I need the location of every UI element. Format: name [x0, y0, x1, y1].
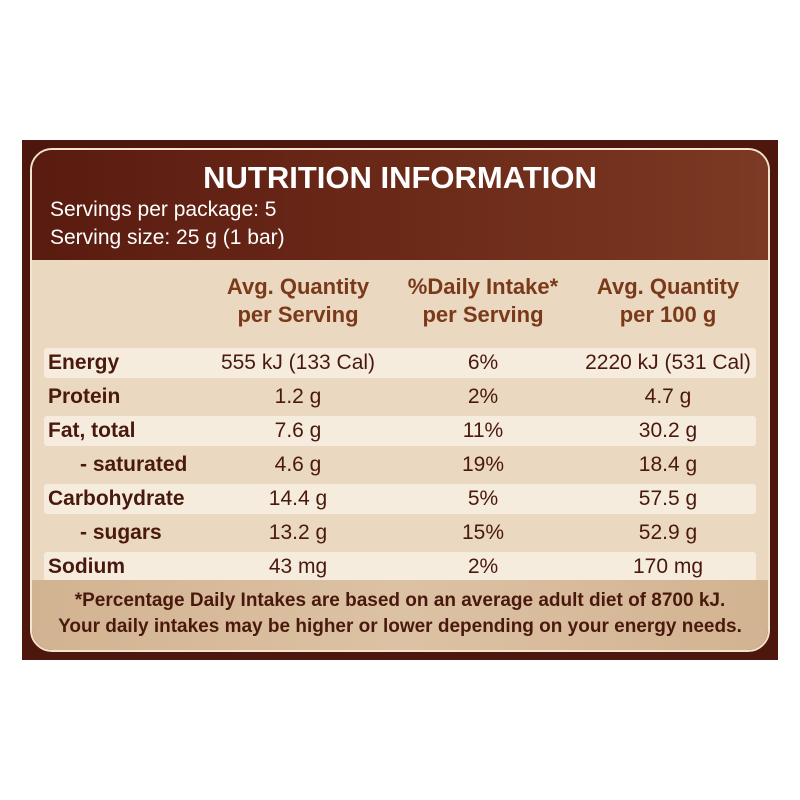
row-stripe: [44, 552, 756, 582]
row-label: Carbohydrate: [48, 487, 185, 510]
cell: 6%: [467, 351, 499, 374]
nutrition-label: NUTRITION INFORMATION Servings per packa…: [22, 140, 778, 660]
row-label: - saturated: [80, 453, 188, 476]
cell: 30.2 g: [638, 419, 698, 442]
footnote-line: Your daily intakes may be higher or lowe…: [58, 616, 742, 637]
cell: 4.7 g: [644, 385, 692, 408]
column-header: per Serving: [422, 302, 544, 327]
row-stripe: [44, 416, 756, 446]
row-stripe: [44, 484, 756, 514]
footnote: *Percentage Daily Intakes are based on a…: [32, 580, 768, 650]
column-header: %Daily Intake*: [407, 274, 559, 299]
row-stripe: [44, 348, 756, 378]
title: NUTRITION INFORMATION: [203, 160, 597, 195]
cell: 18.4 g: [638, 453, 698, 476]
cell: 2220 kJ (531 Cal): [585, 351, 751, 374]
column-header: per Serving: [237, 302, 359, 327]
serving-size: Serving size: 25 g (1 bar): [50, 226, 285, 249]
row-label: - sugars: [80, 521, 162, 544]
row-label: Fat, total: [48, 419, 136, 442]
cell: 5%: [467, 487, 499, 510]
cell: 13.2 g: [268, 521, 328, 544]
row-label: Protein: [48, 385, 121, 408]
table: Avg. Quantity per Serving %Daily Intake* pe…: [32, 260, 768, 582]
cell: 43 mg: [268, 555, 328, 578]
column-header: per 100 g: [619, 302, 717, 327]
column-header: Avg. Quantity: [226, 274, 370, 299]
servings: Servings per package: 5: [50, 198, 277, 221]
cell: 170 mg: [632, 555, 704, 578]
cell: 1.2 g: [274, 385, 322, 408]
cell: 2%: [467, 385, 499, 408]
cell: 7.6 g: [274, 419, 322, 442]
cell: 555 kJ (133 Cal): [220, 351, 376, 374]
cell: 52.9 g: [638, 521, 698, 544]
column-header: Avg. Quantity: [596, 274, 740, 299]
cell: 11%: [462, 419, 504, 442]
row-label: Energy: [48, 351, 120, 374]
label-panel: NUTRITION INFORMATION Servings per packa…: [30, 148, 770, 652]
cell: 19%: [461, 453, 505, 476]
footnote-line: *Percentage Daily Intakes are based on a…: [74, 590, 726, 611]
row-label: Sodium: [48, 555, 125, 578]
cell: 2%: [467, 555, 499, 578]
cell: 4.6 g: [274, 453, 322, 476]
label-header: NUTRITION INFORMATION Servings per packa…: [32, 150, 768, 260]
cell: 57.5 g: [638, 487, 698, 510]
cell: 15%: [461, 521, 505, 544]
cell: 14.4 g: [268, 487, 328, 510]
